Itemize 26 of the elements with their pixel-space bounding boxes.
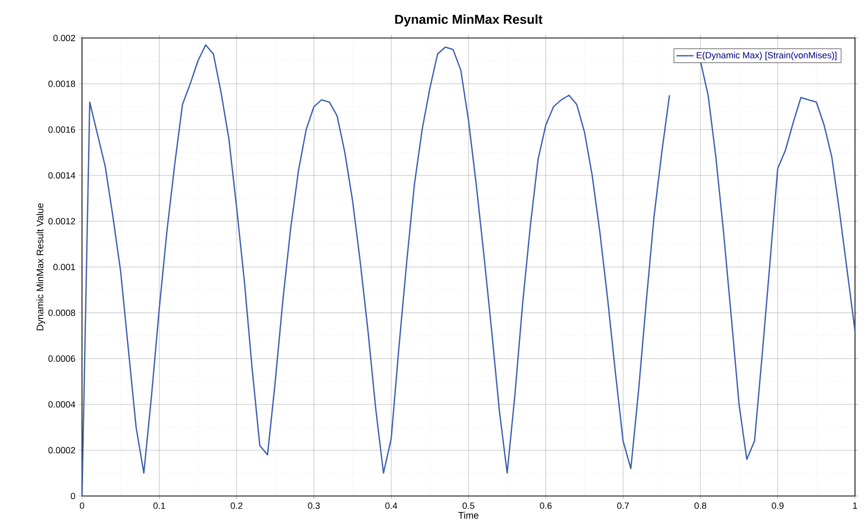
x-tick-label: 0.8 <box>694 502 706 509</box>
x-tick-label: 0.6 <box>540 502 552 509</box>
y-tick-label: 0.0008 <box>48 310 76 316</box>
y-axis-title: Dynamic MinMax Result Value <box>36 203 46 330</box>
y-tick-label: 0.0018 <box>48 80 76 87</box>
y-tick-label: 0.0016 <box>48 126 76 133</box>
x-tick-label: 0.9 <box>772 502 784 509</box>
x-tick-label: 0.2 <box>230 502 242 509</box>
y-tick-label: 0.002 <box>53 34 76 42</box>
x-tick-label: 0.3 <box>308 502 320 509</box>
y-tick-label: 0.0006 <box>48 355 76 362</box>
legend-label: E(Dynamic Max) [Strain(vonMises)] <box>696 52 836 60</box>
y-tick-label: 0.0014 <box>48 172 76 179</box>
x-axis-title: Time <box>458 512 478 519</box>
x-tick-label: 0.7 <box>617 502 629 509</box>
x-tick-label: 1 <box>853 502 858 509</box>
x-tick-label: 0.4 <box>385 502 398 509</box>
y-tick-label: 0.0012 <box>48 218 76 224</box>
y-tick-label: 0.0004 <box>48 401 76 408</box>
chart-title: Dynamic MinMax Result <box>395 14 542 26</box>
y-tick-label: 0.001 <box>53 264 76 270</box>
x-tick-label: 0.1 <box>153 502 166 509</box>
x-tick-label: 0 <box>80 502 84 509</box>
y-tick-label: 0.0002 <box>48 447 76 454</box>
y-tick-label: 0 <box>70 492 76 500</box>
x-tick-label: 0.5 <box>462 502 474 509</box>
